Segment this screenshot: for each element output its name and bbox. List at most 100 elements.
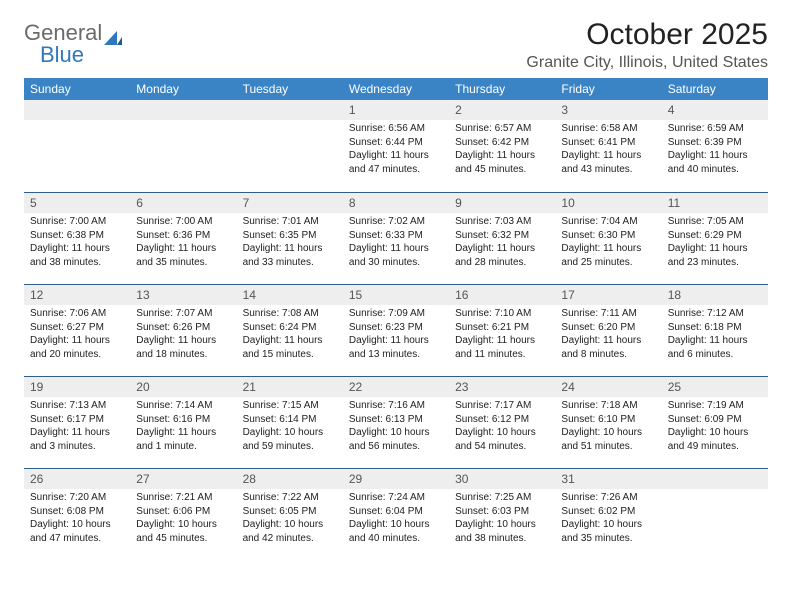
sunset-text: Sunset: 6:16 PM (136, 413, 230, 427)
day-number-band: 31 (555, 468, 661, 489)
daylight-text: Daylight: 10 hours and 56 minutes. (349, 426, 443, 453)
calendar-day-cell: 13Sunrise: 7:07 AMSunset: 6:26 PMDayligh… (130, 284, 236, 376)
day-details: Sunrise: 7:19 AMSunset: 6:09 PMDaylight:… (662, 397, 768, 457)
sunset-text: Sunset: 6:21 PM (455, 321, 549, 335)
sunrise-text: Sunrise: 7:02 AM (349, 215, 443, 229)
sunset-text: Sunset: 6:42 PM (455, 136, 549, 150)
weekday-header: Sunday (24, 78, 130, 100)
sunrise-text: Sunrise: 6:56 AM (349, 122, 443, 136)
day-details: Sunrise: 6:57 AMSunset: 6:42 PMDaylight:… (449, 120, 555, 180)
sail-icon (104, 31, 122, 45)
day-number-band: 3 (555, 100, 661, 120)
sunset-text: Sunset: 6:04 PM (349, 505, 443, 519)
sunset-text: Sunset: 6:17 PM (30, 413, 124, 427)
sunset-text: Sunset: 6:41 PM (561, 136, 655, 150)
day-number-band (662, 468, 768, 489)
calendar-day-cell: 12Sunrise: 7:06 AMSunset: 6:27 PMDayligh… (24, 284, 130, 376)
day-number-band: 14 (237, 284, 343, 305)
day-number-band: 21 (237, 376, 343, 397)
calendar-day-cell: 9Sunrise: 7:03 AMSunset: 6:32 PMDaylight… (449, 192, 555, 284)
day-number-band: 20 (130, 376, 236, 397)
calendar-empty-cell (24, 100, 130, 192)
calendar-day-cell: 5Sunrise: 7:00 AMSunset: 6:38 PMDaylight… (24, 192, 130, 284)
day-details: Sunrise: 7:25 AMSunset: 6:03 PMDaylight:… (449, 489, 555, 549)
calendar-day-cell: 26Sunrise: 7:20 AMSunset: 6:08 PMDayligh… (24, 468, 130, 560)
day-number-band: 5 (24, 192, 130, 213)
calendar-page: General Blue October 2025 Granite City, … (0, 0, 792, 572)
day-details: Sunrise: 7:17 AMSunset: 6:12 PMDaylight:… (449, 397, 555, 457)
sunset-text: Sunset: 6:20 PM (561, 321, 655, 335)
calendar-day-cell: 29 Sunrise: 7:24 AMSunset: 6:04 PMDayligh… (343, 468, 449, 560)
daylight-text: Daylight: 10 hours and 38 minutes. (455, 518, 549, 545)
daylight-text: Daylight: 10 hours and 49 minutes. (668, 426, 762, 453)
calendar-day-cell: 24Sunrise: 7:18 AMSunset: 6:10 PMDayligh… (555, 376, 661, 468)
sunrise-text: Sunrise: 7:19 AM (668, 399, 762, 413)
sunrise-text: Sunrise: 6:57 AM (455, 122, 549, 136)
day-details: Sunrise: 7:21 AMSunset: 6:06 PMDaylight:… (130, 489, 236, 549)
sunrise-text: Sunrise: 7:08 AM (243, 307, 337, 321)
day-details: Sunrise: 7:15 AMSunset: 6:14 PMDaylight:… (237, 397, 343, 457)
sunset-text: Sunset: 6:35 PM (243, 229, 337, 243)
day-number-band: 15 (343, 284, 449, 305)
calendar-day-cell: 2Sunrise: 6:57 AMSunset: 6:42 PMDaylight… (449, 100, 555, 192)
sunrise-text: Sunrise: 7:10 AM (455, 307, 549, 321)
day-details: Sunrise: 7:05 AMSunset: 6:29 PMDaylight:… (662, 213, 768, 273)
daylight-text: Daylight: 11 hours and 38 minutes. (30, 242, 124, 269)
sunset-text: Sunset: 6:02 PM (561, 505, 655, 519)
sunset-text: Sunset: 6:12 PM (455, 413, 549, 427)
sunrise-text: Sunrise: 7:20 AM (30, 491, 124, 505)
sunset-text: Sunset: 6:44 PM (349, 136, 443, 150)
sunrise-text: Sunrise: 7:07 AM (136, 307, 230, 321)
day-number-band: 22 (343, 376, 449, 397)
calendar-empty-cell (662, 468, 768, 560)
daylight-text: Daylight: 10 hours and 40 minutes. (349, 518, 443, 545)
sunrise-text: Sunrise: 7:00 AM (136, 215, 230, 229)
daylight-text: Daylight: 11 hours and 11 minutes. (455, 334, 549, 361)
day-number-band: 6 (130, 192, 236, 213)
day-number-band: 17 (555, 284, 661, 305)
daylight-text: Daylight: 11 hours and 28 minutes. (455, 242, 549, 269)
day-number-band: 11 (662, 192, 768, 213)
daylight-text: Daylight: 10 hours and 45 minutes. (136, 518, 230, 545)
daylight-text: Daylight: 11 hours and 40 minutes. (668, 149, 762, 176)
calendar-day-cell: 6Sunrise: 7:00 AMSunset: 6:36 PMDaylight… (130, 192, 236, 284)
sunrise-text: Sunrise: 7:24 AM (349, 491, 443, 505)
day-number-band (130, 100, 236, 120)
sunset-text: Sunset: 6:18 PM (668, 321, 762, 335)
sunrise-text: Sunrise: 7:18 AM (561, 399, 655, 413)
sunset-text: Sunset: 6:29 PM (668, 229, 762, 243)
day-details: Sunrise: 7:02 AMSunset: 6:33 PMDaylight:… (343, 213, 449, 273)
day-details: Sunrise: 7:10 AMSunset: 6:21 PMDaylight:… (449, 305, 555, 365)
header-row: General Blue October 2025 Granite City, … (24, 18, 768, 78)
sunrise-text: Sunrise: 6:58 AM (561, 122, 655, 136)
day-details: Sunrise: 7:14 AMSunset: 6:16 PMDaylight:… (130, 397, 236, 457)
daylight-text: Daylight: 11 hours and 15 minutes. (243, 334, 337, 361)
calendar-empty-cell (237, 100, 343, 192)
calendar-week-row: 26Sunrise: 7:20 AMSunset: 6:08 PMDayligh… (24, 468, 768, 560)
sunrise-text: Sunrise: 7:03 AM (455, 215, 549, 229)
sunrise-text: Sunrise: 6:59 AM (668, 122, 762, 136)
day-number-band: 28 (237, 468, 343, 489)
day-number-band: 30 (449, 468, 555, 489)
day-details: Sunrise: 7:08 AMSunset: 6:24 PMDaylight:… (237, 305, 343, 365)
day-details: Sunrise: 7:11 AMSunset: 6:20 PMDaylight:… (555, 305, 661, 365)
day-details: Sunrise: 6:56 AMSunset: 6:44 PMDaylight:… (343, 120, 449, 180)
daylight-text: Daylight: 11 hours and 47 minutes. (349, 149, 443, 176)
sunrise-text: Sunrise: 7:09 AM (349, 307, 443, 321)
sunrise-text: Sunrise: 7:04 AM (561, 215, 655, 229)
day-number-band: 27 (130, 468, 236, 489)
calendar-day-cell: 15Sunrise: 7:09 AMSunset: 6:23 PMDayligh… (343, 284, 449, 376)
weekday-header: Wednesday (343, 78, 449, 100)
daylight-text: Daylight: 10 hours and 42 minutes. (243, 518, 337, 545)
calendar-day-cell: 31Sunrise: 7:26 AMSunset: 6:02 PMDayligh… (555, 468, 661, 560)
day-number-band: 7 (237, 192, 343, 213)
day-number-band: 29 (343, 468, 449, 489)
sunrise-text: Sunrise: 7:06 AM (30, 307, 124, 321)
calendar-day-cell: 19Sunrise: 7:13 AMSunset: 6:17 PMDayligh… (24, 376, 130, 468)
daylight-text: Daylight: 11 hours and 18 minutes. (136, 334, 230, 361)
calendar-day-cell: 27Sunrise: 7:21 AMSunset: 6:06 PMDayligh… (130, 468, 236, 560)
sunrise-text: Sunrise: 7:26 AM (561, 491, 655, 505)
sunrise-text: Sunrise: 7:16 AM (349, 399, 443, 413)
calendar-week-row: 1Sunrise: 6:56 AMSunset: 6:44 PMDaylight… (24, 100, 768, 192)
calendar-day-cell: 16Sunrise: 7:10 AMSunset: 6:21 PMDayligh… (449, 284, 555, 376)
